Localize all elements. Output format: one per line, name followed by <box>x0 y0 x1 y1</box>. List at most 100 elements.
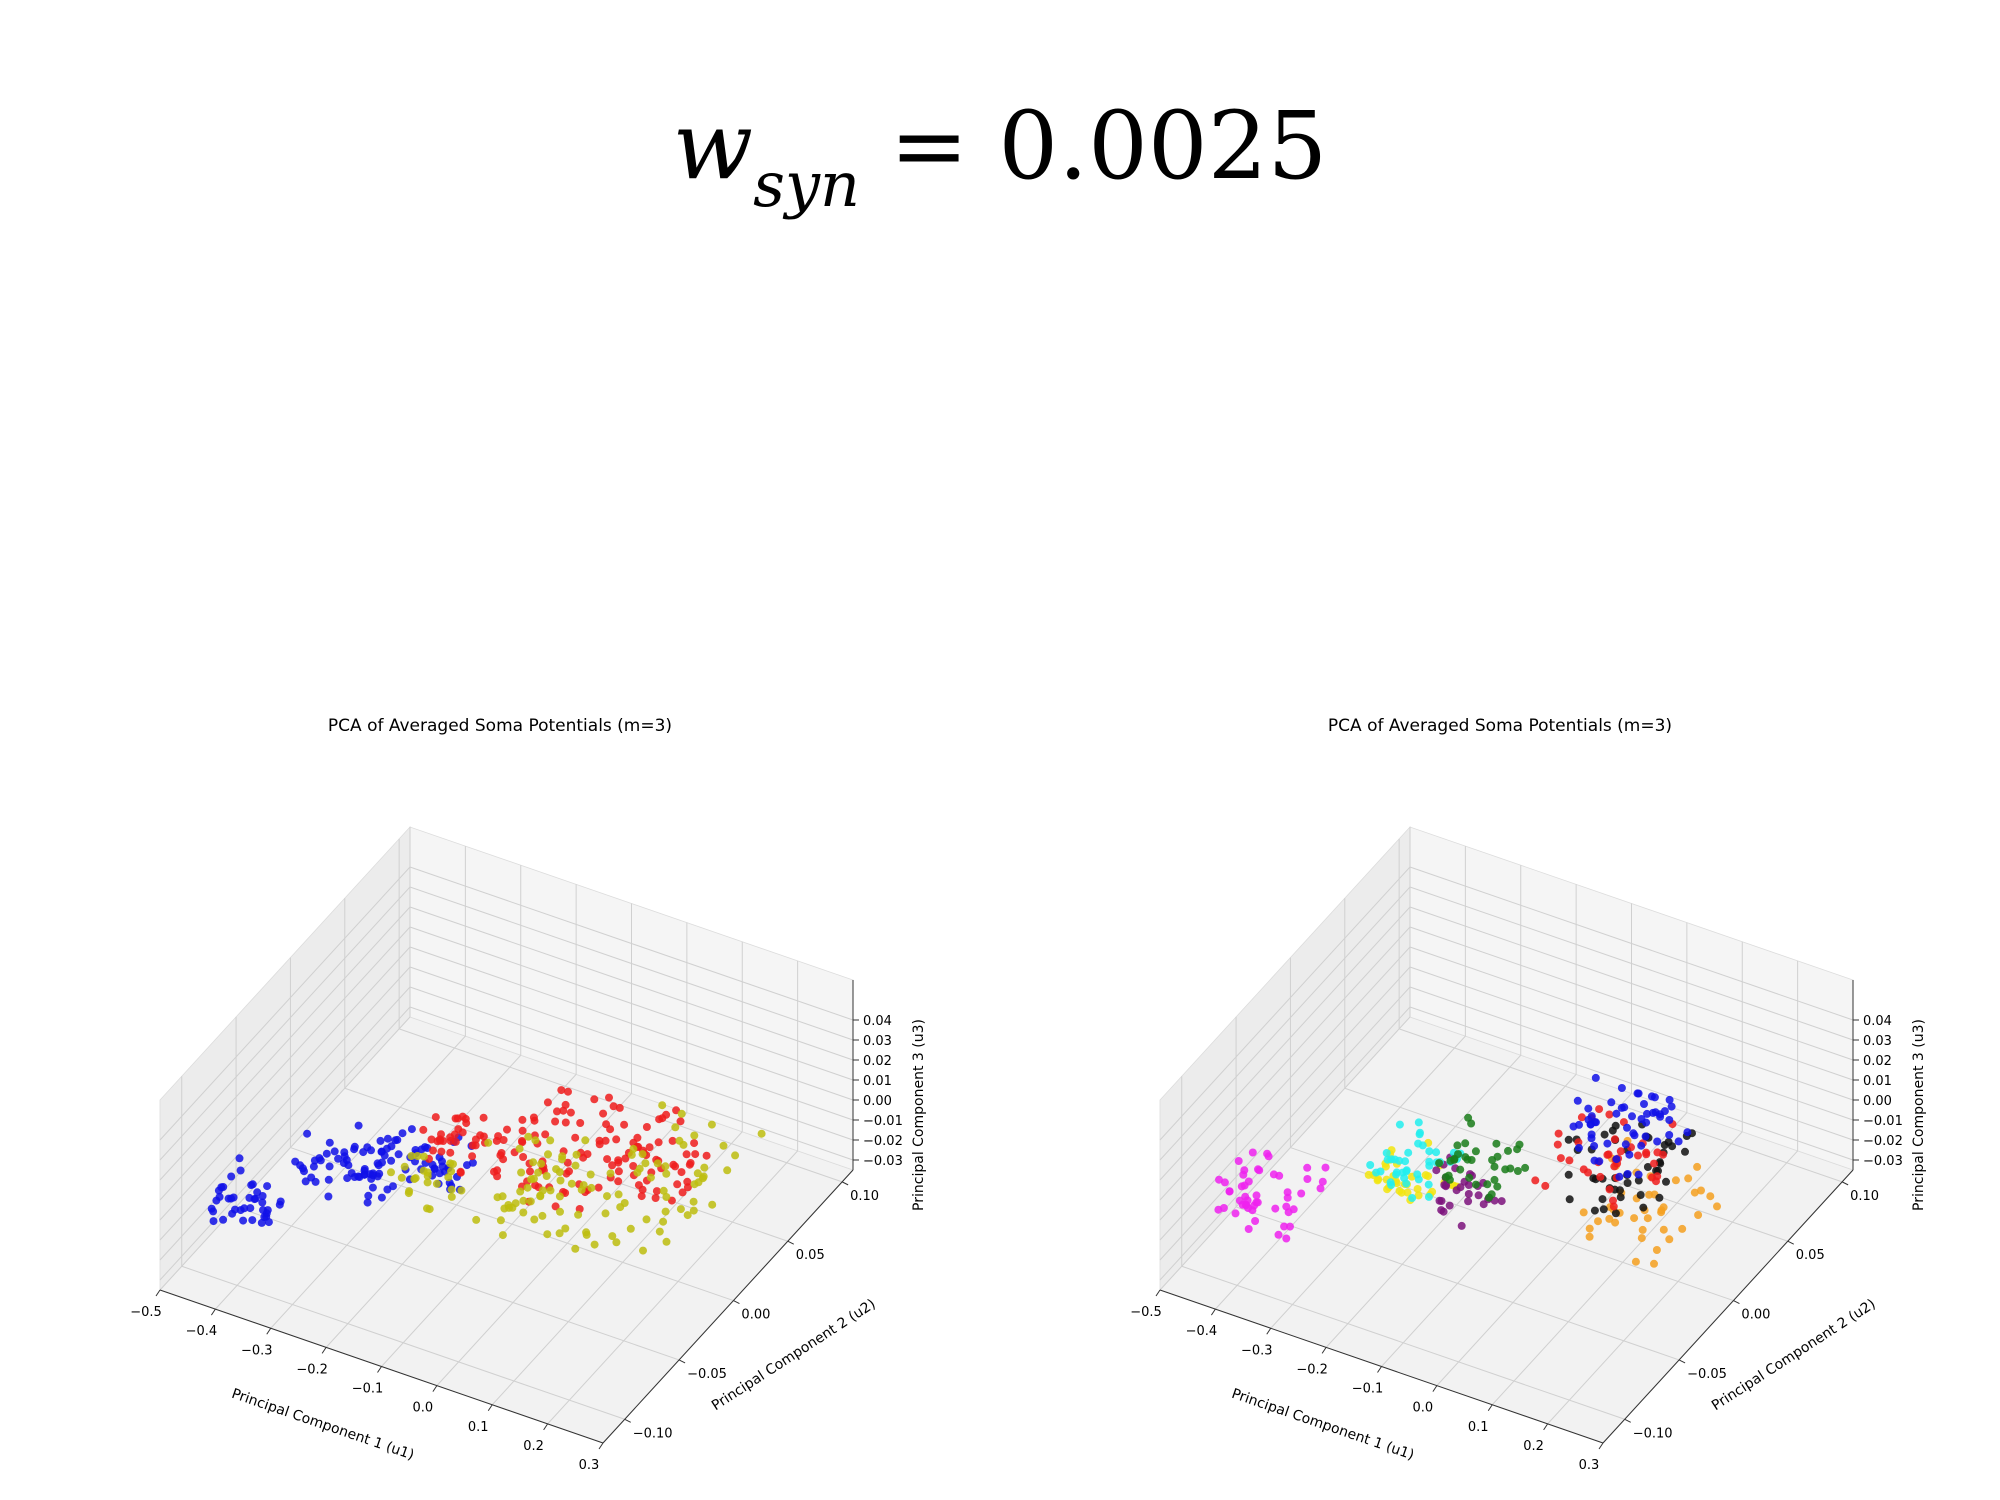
z-tick-label: 0.01 <box>1863 1074 1892 1089</box>
x-tick <box>266 1327 272 1335</box>
scatter-point <box>1263 1149 1272 1158</box>
scatter-point <box>639 1246 647 1255</box>
scatter-point <box>258 1192 267 1200</box>
x-tick-label: 0.0 <box>413 1401 434 1416</box>
scatter-point <box>689 1206 698 1215</box>
scatter-point <box>1521 1163 1530 1172</box>
z-gridline <box>1159 906 1411 1181</box>
figure-title: wsyn = 0.0025 <box>0 100 2000 216</box>
scatter-point <box>494 1132 503 1141</box>
scatter-point <box>1681 1147 1689 1156</box>
scatter-point <box>1577 1113 1586 1122</box>
scatter-point <box>608 1232 617 1241</box>
x-tick <box>1543 1423 1549 1431</box>
scatter-point <box>1683 1128 1692 1137</box>
scatter-point <box>1652 1246 1661 1254</box>
scatter-point <box>423 1178 432 1187</box>
scatter-point <box>472 1215 481 1224</box>
scatter-point <box>1254 1165 1262 1174</box>
scatter-point <box>229 1193 238 1202</box>
y-tick <box>1624 1418 1631 1423</box>
scatter-point <box>291 1157 300 1166</box>
scatter-point <box>1432 1166 1441 1175</box>
chart-1-3d-scatter: −0.5 −0.4 −0.3 −0.2 −0.1 0.0 0.1 0.2 0.3 −0.10 −0.… <box>130 825 927 1473</box>
z-gridline <box>159 966 411 1241</box>
z-gridline <box>159 906 411 1181</box>
scatter-point <box>1497 1197 1506 1206</box>
scatter-point <box>634 1181 643 1190</box>
scatter-point <box>1242 1201 1250 1210</box>
z-gridline <box>159 886 411 1161</box>
scatter-point <box>601 1209 610 1218</box>
scatter-point <box>423 1168 432 1177</box>
chart-title: PCA of Averaged Soma Potentials (m=3) <box>327 716 673 736</box>
scatter-point <box>383 1134 392 1143</box>
scatter-point <box>344 1161 353 1170</box>
scatter-point <box>552 1165 561 1174</box>
x-tick <box>155 1289 161 1297</box>
scatter-point <box>1684 1174 1693 1183</box>
scatter-point <box>594 1183 603 1192</box>
scatter-point <box>376 1136 385 1145</box>
scatter-point <box>1623 1123 1631 1132</box>
scatter-point <box>496 1216 505 1225</box>
scatter-point <box>1215 1175 1223 1184</box>
scatter-point <box>446 1148 455 1157</box>
scatter-point <box>699 1172 708 1181</box>
scatter-point <box>571 1133 580 1142</box>
scatter-point <box>523 1183 532 1192</box>
scatter-point <box>612 1238 621 1247</box>
scatter-point <box>1234 1157 1243 1165</box>
x-tick <box>1598 1442 1604 1450</box>
scatter-point <box>493 1172 502 1181</box>
scatter-point <box>391 1136 400 1145</box>
scatter-point <box>641 1159 650 1168</box>
scatter-point <box>1665 1095 1674 1104</box>
scatter-point <box>264 1218 273 1227</box>
scatter-point <box>450 1130 459 1139</box>
z-axis-label: Principal Component 3 (u3) <box>1911 1019 1927 1211</box>
scatter-point <box>678 1188 687 1197</box>
x-tick <box>598 1442 604 1450</box>
scatter-point <box>1607 1098 1616 1107</box>
z-tick-label: 0.01 <box>863 1074 892 1089</box>
x-gridline <box>1159 1016 1411 1291</box>
y-tick-label: 0.05 <box>796 1248 825 1263</box>
z-gridline <box>1159 1006 1411 1281</box>
scatter-point <box>1608 1126 1617 1135</box>
scatter-point <box>449 1160 457 1169</box>
scatter-point <box>1564 1135 1573 1144</box>
scatter-point <box>389 1182 397 1191</box>
z-gridline <box>1159 866 1411 1141</box>
scatter-point <box>429 1146 437 1155</box>
scatter-point <box>655 1115 664 1124</box>
scatter-point <box>538 1211 547 1220</box>
scatter-point <box>615 1103 624 1112</box>
scatter-point <box>1656 1112 1665 1121</box>
scatter-point <box>367 1146 375 1155</box>
scatter-point <box>653 1159 662 1168</box>
scatter-point <box>330 1147 339 1156</box>
scatter-point <box>661 1162 670 1171</box>
scatter-point <box>614 1156 623 1165</box>
scatter-point <box>524 1132 533 1141</box>
scatter-point <box>373 1159 382 1168</box>
y-axis-label: Principal Component 2 (u2) <box>709 1296 879 1414</box>
scatter-point <box>1595 1105 1604 1114</box>
scatter-point <box>691 1150 700 1159</box>
z-tick-label: −0.01 <box>1863 1114 1903 1129</box>
scatter-point <box>1283 1188 1292 1197</box>
scatter-point <box>603 1192 611 1201</box>
scatter-point <box>1467 1156 1476 1164</box>
scatter-point <box>1373 1176 1382 1185</box>
scatter-point <box>531 1136 540 1145</box>
scatter-point <box>1584 1104 1593 1113</box>
scatter-point <box>1382 1149 1391 1157</box>
scatter-point <box>515 1144 524 1153</box>
scatter-point <box>1648 1173 1656 1182</box>
x-tick <box>1321 1347 1327 1354</box>
x-tick-label: 0.3 <box>579 1458 600 1473</box>
scatter-point <box>325 1162 334 1171</box>
scatter-point <box>561 1224 570 1233</box>
scatter-point <box>519 1153 528 1161</box>
